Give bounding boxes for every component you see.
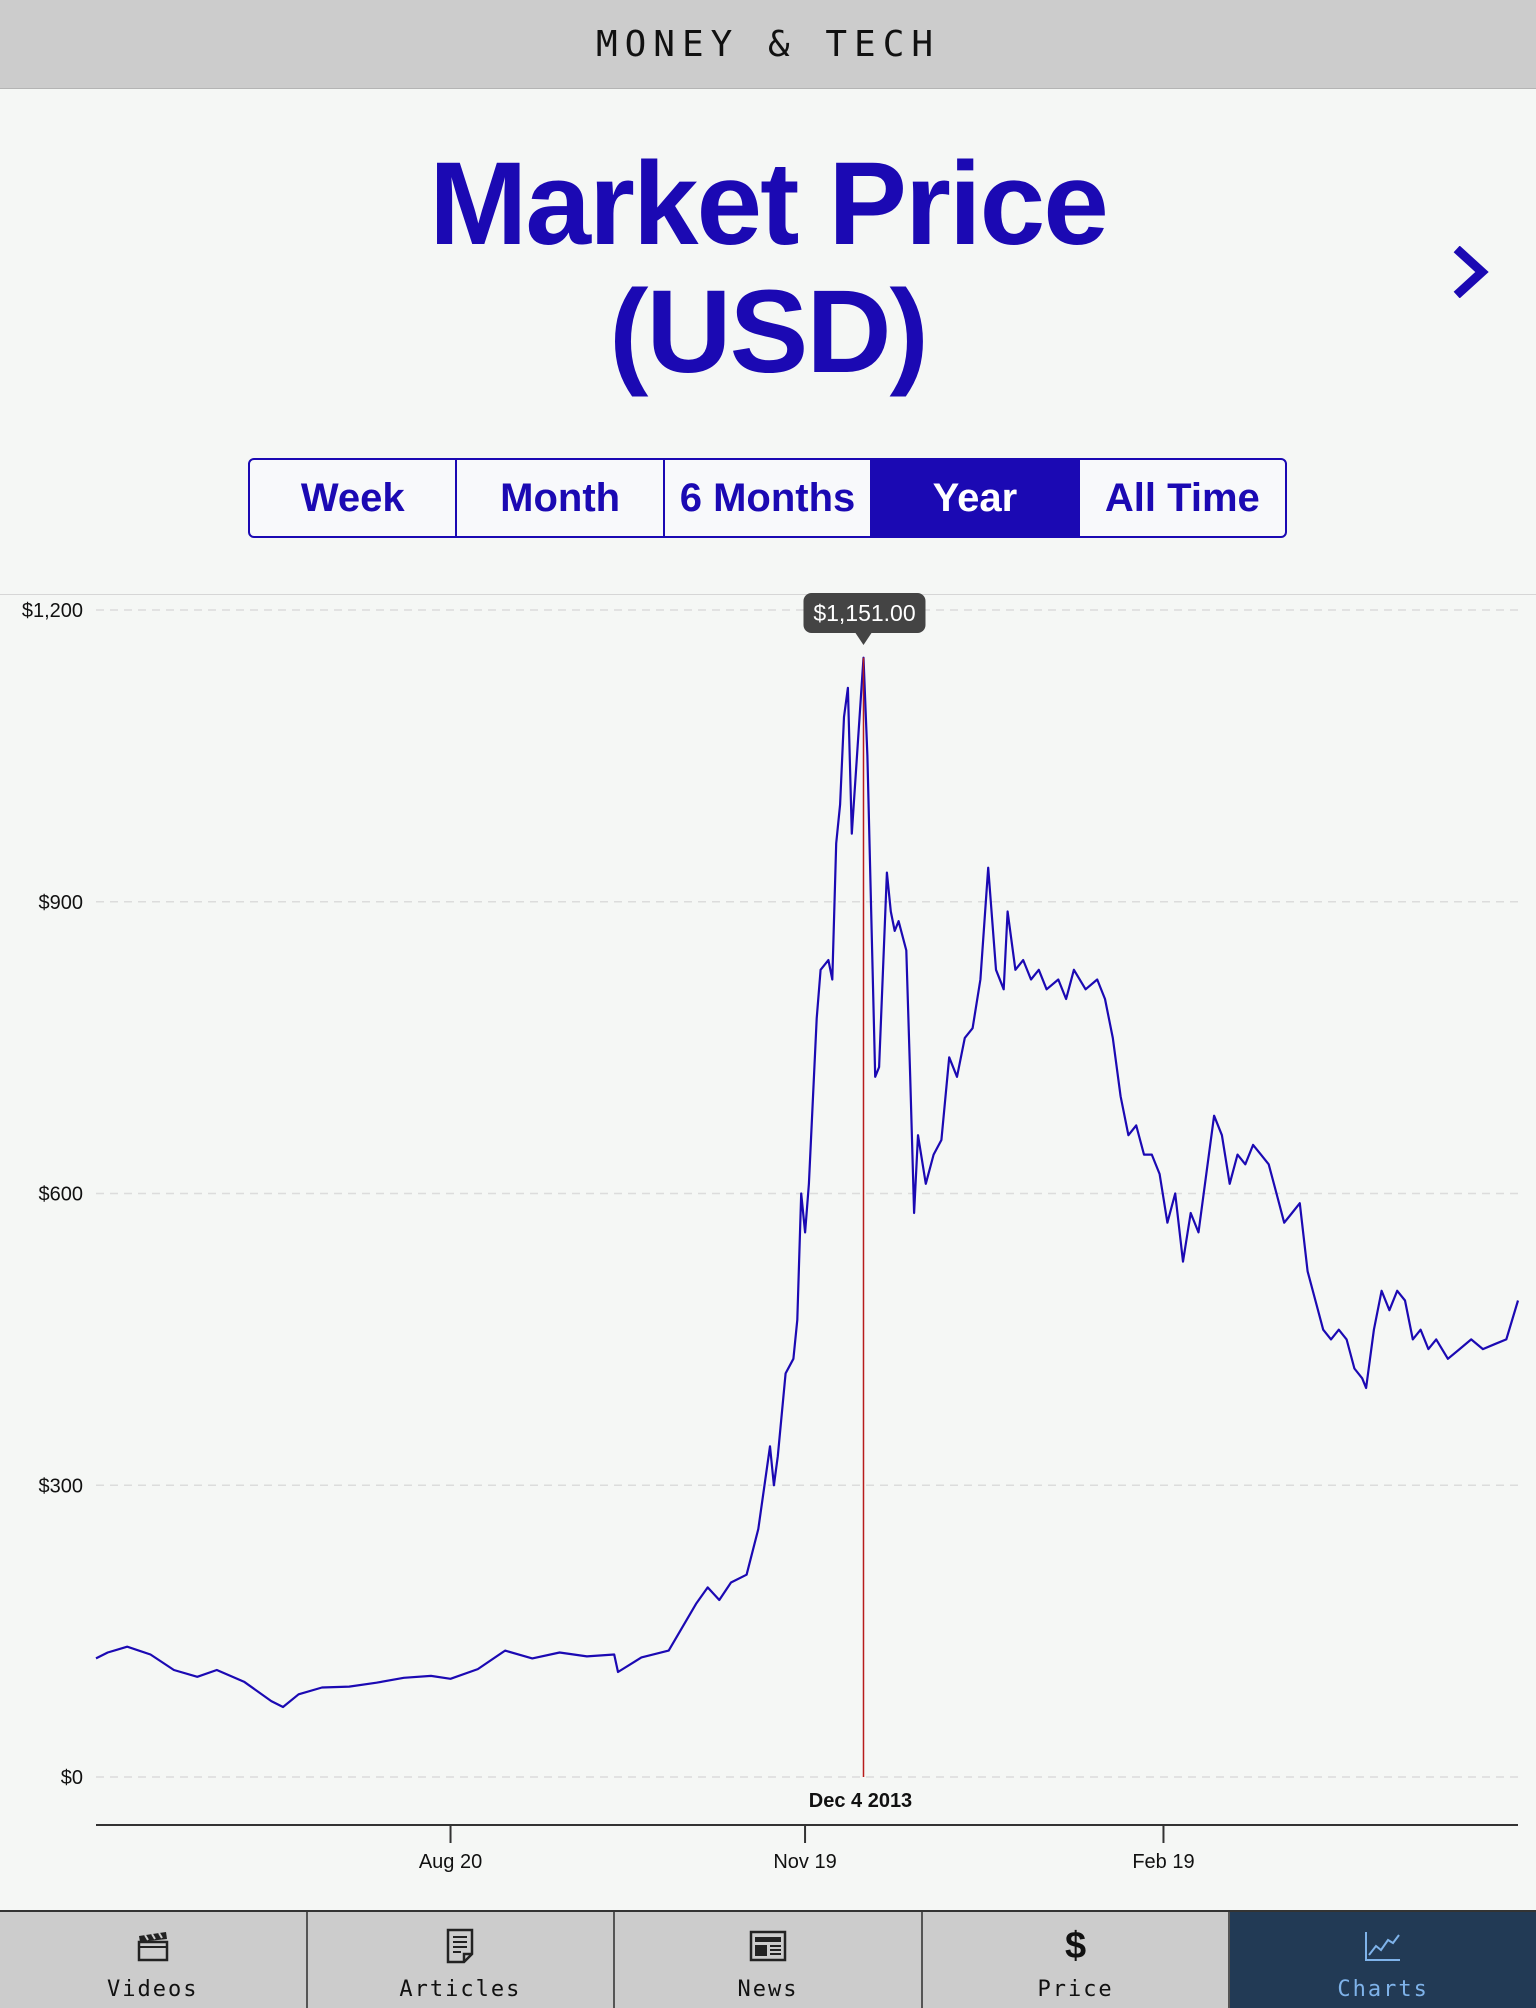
page-title-line1: Market Price bbox=[429, 138, 1109, 270]
bottom-tab-bar: Videos Articles News $ Price bbox=[0, 1910, 1536, 2008]
y-tick-label: $0 bbox=[61, 1767, 83, 1789]
x-tick-label: Feb 19 bbox=[1132, 1851, 1194, 1873]
tab-label: News bbox=[737, 1977, 799, 2002]
clapperboard-icon bbox=[133, 1926, 173, 1966]
page-title: Market Price (USD) bbox=[0, 140, 1536, 396]
tab-articles[interactable]: Articles bbox=[308, 1912, 616, 2008]
tooltip-value: $1,151.00 bbox=[813, 600, 915, 626]
tooltip-box bbox=[803, 593, 926, 633]
y-tick-label: $1,200 bbox=[22, 600, 83, 622]
range-tab-label: All Time bbox=[1104, 475, 1260, 520]
tab-charts[interactable]: Charts bbox=[1230, 1912, 1536, 2008]
range-tab-all-time[interactable]: All Time bbox=[1080, 460, 1285, 536]
range-tab-6-months[interactable]: 6 Months bbox=[665, 460, 873, 536]
page-title-line2: (USD) bbox=[609, 266, 929, 398]
tab-news[interactable]: News bbox=[615, 1912, 923, 2008]
range-tab-week[interactable]: Week bbox=[250, 460, 458, 536]
range-tab-label: Week bbox=[300, 475, 405, 520]
range-selector: Week Month 6 Months Year All Time bbox=[248, 458, 1287, 538]
tab-label: Charts bbox=[1337, 1977, 1429, 2002]
tab-price[interactable]: $ Price bbox=[923, 1912, 1231, 2008]
tab-videos[interactable]: Videos bbox=[0, 1912, 308, 2008]
tab-label: Price bbox=[1037, 1977, 1114, 2002]
document-icon bbox=[440, 1926, 480, 1966]
chevron-right-icon[interactable] bbox=[1448, 245, 1500, 299]
price-chart[interactable]: $0 $300 $600 $900 $1,200 Aug 20 Nov 19 Feb 19 De… bbox=[0, 0, 1536, 1905]
price-series-line bbox=[95, 656, 1520, 1709]
newspaper-icon bbox=[748, 1926, 788, 1966]
y-tick-label: $900 bbox=[39, 892, 84, 914]
range-tab-year[interactable]: Year bbox=[872, 460, 1080, 536]
range-tab-month[interactable]: Month bbox=[457, 460, 665, 536]
chart-icon bbox=[1363, 1926, 1403, 1966]
app-header: MONEY & TECH bbox=[0, 0, 1536, 89]
x-tick-label: Nov 19 bbox=[773, 1851, 836, 1873]
chart-top-divider bbox=[0, 594, 1536, 595]
y-tick-label: $600 bbox=[39, 1184, 84, 1206]
tab-label: Articles bbox=[399, 1977, 522, 2002]
app-title: MONEY & TECH bbox=[595, 23, 941, 65]
y-tick-label: $300 bbox=[39, 1475, 84, 1497]
dollar-icon: $ bbox=[1065, 1924, 1087, 1967]
range-tab-label: Month bbox=[500, 475, 621, 520]
range-tab-label: 6 Months bbox=[679, 475, 856, 520]
x-tick-label: Aug 20 bbox=[419, 1851, 482, 1873]
highlight-date-label: Dec 4 2013 bbox=[809, 1790, 912, 1812]
tab-label: Videos bbox=[107, 1977, 199, 2002]
tooltip-pointer bbox=[855, 633, 872, 645]
range-tab-label: Year bbox=[932, 475, 1018, 520]
